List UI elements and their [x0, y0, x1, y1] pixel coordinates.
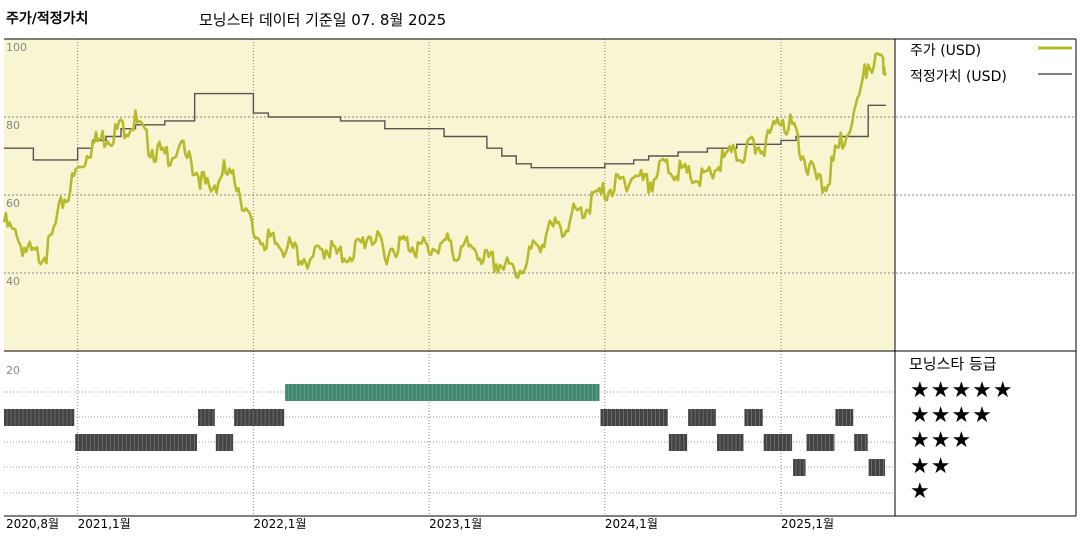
- legend-price-label: 주가 (USD): [910, 43, 982, 59]
- rating-bar-4-star: [600, 409, 668, 426]
- rating-bar-5-star: [285, 384, 600, 401]
- rating-bar-3-star: [668, 434, 688, 451]
- x-tick-label: 2020,8월: [6, 517, 59, 531]
- rating-bar-2-star: [793, 459, 806, 476]
- rating-bar-3-star: [75, 434, 198, 451]
- rating-level-2: ★★: [910, 454, 952, 479]
- x-tick-label: 2021,1월: [78, 517, 131, 531]
- price-line: [2, 52, 887, 279]
- x-tick-label: 2024,1월: [605, 517, 658, 531]
- rating-bar-2-star: [868, 459, 885, 476]
- fair-value-line: [4, 92, 886, 169]
- rating-level-3: ★★★: [910, 428, 973, 453]
- y-tick-label: 60: [6, 197, 20, 210]
- legend-fair-value-label: 적정가치 (USD): [910, 69, 1007, 85]
- rating-bar-4-star: [688, 409, 717, 426]
- rating-bar-3-star: [854, 434, 868, 451]
- chart-title: 주가/적정가치: [6, 11, 89, 27]
- rating-title: 모닝스타 등급: [909, 355, 997, 373]
- data-date-subtitle: 모닝스타 데이터 기준일 07. 8월 2025: [199, 11, 447, 29]
- x-tick-label: 2023,1월: [429, 517, 482, 531]
- x-tick-label: 2022,1월: [253, 517, 306, 531]
- y-tick-label: 40: [6, 275, 20, 288]
- rating-bar-4-star: [4, 409, 75, 426]
- rating-bar-4-star: [198, 409, 215, 426]
- rating-bar-3-star: [763, 434, 793, 451]
- rating-bar-4-star: [234, 409, 285, 426]
- rating-level-5: ★★★★★: [910, 378, 1014, 403]
- rating-bar-4-star: [744, 409, 763, 426]
- rating-bar-4-star: [835, 409, 854, 426]
- y-tick-label: 80: [6, 119, 20, 132]
- rating-bar-3-star: [806, 434, 835, 451]
- rating-bar-3-star: [717, 434, 744, 451]
- x-tick-label: 2025,1월: [781, 517, 834, 531]
- rating-level-1: ★: [910, 479, 931, 504]
- y-tick-label: 20: [6, 364, 20, 377]
- rating-level-4: ★★★★: [910, 403, 993, 428]
- rating-bar-3-star: [215, 434, 234, 451]
- y-tick-label: 100: [6, 41, 27, 54]
